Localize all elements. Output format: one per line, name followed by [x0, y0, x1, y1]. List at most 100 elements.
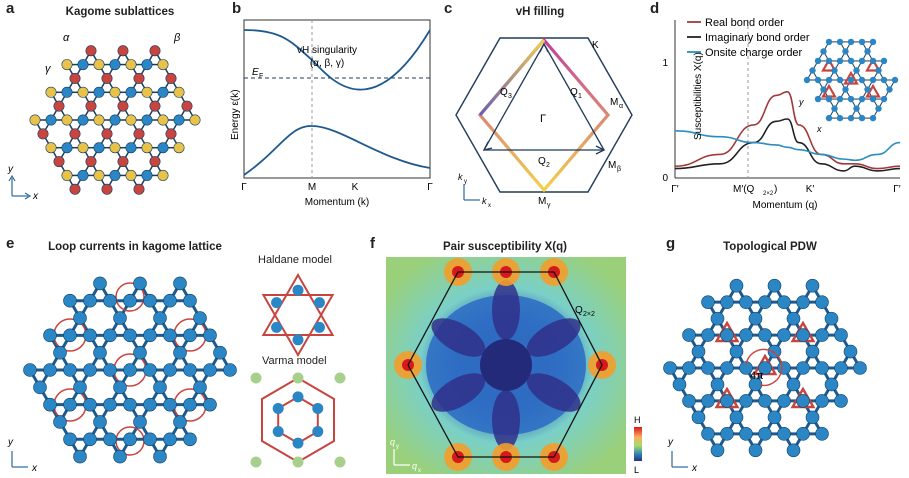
svg-text:q: q [412, 461, 417, 471]
kagome-site [77, 142, 89, 154]
kagome-site [805, 344, 820, 359]
svg-text:vH singularity: vH singularity [297, 45, 357, 56]
inset-site [836, 38, 844, 46]
inset-site [891, 76, 899, 84]
kagome-site [157, 86, 169, 98]
inset-site [825, 95, 833, 103]
inset-site [864, 48, 871, 55]
kagome-site [133, 128, 145, 140]
varma-oxygen-site [292, 456, 304, 468]
svg-text:y: y [396, 444, 399, 450]
kagome-site [93, 86, 105, 98]
kagome-site [853, 361, 867, 375]
kagome-site [223, 363, 237, 377]
kagome-site [157, 169, 169, 181]
kagome-site [173, 276, 187, 291]
kagome-site [123, 397, 137, 412]
kagome-site [93, 59, 105, 71]
inset-site [836, 114, 844, 122]
svg-text:Q: Q [500, 87, 508, 98]
kagome-site [141, 114, 153, 126]
haldane-site [313, 297, 325, 309]
kagome-site [165, 72, 177, 84]
kagome-site [103, 363, 117, 377]
kagome-site [125, 114, 137, 126]
kagome-site [101, 183, 113, 195]
panel-label-g: g [666, 235, 676, 252]
kagome-site [143, 328, 157, 343]
varma-site [272, 426, 284, 438]
kagome-site [805, 410, 820, 425]
inset-site [847, 95, 855, 103]
kagome-site [691, 344, 706, 359]
kagome-site [777, 394, 791, 408]
kagome-site [133, 276, 147, 291]
kagome-site [77, 86, 89, 98]
svg-text:Q: Q [570, 87, 578, 98]
inset-site [853, 105, 860, 112]
inset-site [853, 67, 860, 74]
panel-title-f: Pair susceptibility X(q) [443, 241, 567, 253]
varma-oxygen-site [334, 372, 346, 384]
svg-text:Q: Q [575, 305, 583, 316]
kagome-site [61, 86, 73, 98]
panel-g: g Topological PDW 4π y x [650, 235, 909, 478]
kagome-site [815, 394, 829, 408]
inset-site [869, 114, 877, 122]
kagome-site [183, 397, 197, 412]
kagome-site [758, 361, 772, 375]
kagome-site [758, 328, 772, 342]
inset-site [836, 95, 844, 103]
axis-indicator-a [8, 174, 32, 200]
topological-pdw-diagram: 4π y x [663, 278, 867, 474]
kagome-site [61, 114, 73, 126]
kagome-site [113, 449, 127, 464]
svg-text:M: M [608, 160, 616, 171]
kagome-site [43, 397, 57, 412]
kagome-site [117, 100, 129, 112]
inset-site [831, 105, 838, 112]
varma-oxygen-site [250, 372, 262, 384]
kagome-site [109, 59, 121, 71]
kagome-site [815, 361, 829, 375]
kagome-site [163, 397, 177, 412]
kagome-site [113, 380, 127, 395]
kagome-site [786, 311, 801, 326]
legend: Real bond order Imaginary bond order Ons… [687, 17, 810, 59]
inset-site [847, 114, 855, 122]
inset-site [875, 105, 882, 112]
kagome-site [815, 427, 829, 441]
inset-site [814, 95, 822, 103]
kagome-site [189, 114, 201, 126]
panel-title-a: Kagome sublattices [65, 6, 175, 18]
haldane-site [271, 321, 283, 333]
varma-site [312, 402, 324, 414]
kagome-site [143, 293, 157, 308]
kagome-site [125, 59, 137, 71]
kagome-site [701, 394, 715, 408]
inset-site [858, 114, 866, 122]
kagome-site [165, 128, 177, 140]
svg-text:x: x [691, 463, 698, 474]
haldane-site [292, 284, 304, 296]
inset-site [869, 38, 877, 46]
kagome-site [73, 449, 87, 464]
kagome-site [93, 142, 105, 154]
kagome-site [63, 432, 77, 447]
kagome-site [123, 432, 137, 447]
svg-text:y: y [798, 97, 804, 107]
kagome-site [153, 380, 167, 395]
y-axis-label: Susceptibilities X(q) [693, 52, 704, 140]
kagome-site [739, 427, 753, 441]
loop-current-diagram: y x [7, 272, 346, 474]
panel-a: a Kagome sublattices α β γ y x [0, 0, 230, 230]
bz-hexagon [407, 271, 603, 458]
kagome-site [758, 295, 772, 309]
kagome-site [143, 397, 157, 412]
inset-site [825, 114, 833, 122]
kagome-site [710, 443, 725, 458]
kagome-site [133, 415, 147, 429]
svg-text:β: β [617, 166, 621, 173]
